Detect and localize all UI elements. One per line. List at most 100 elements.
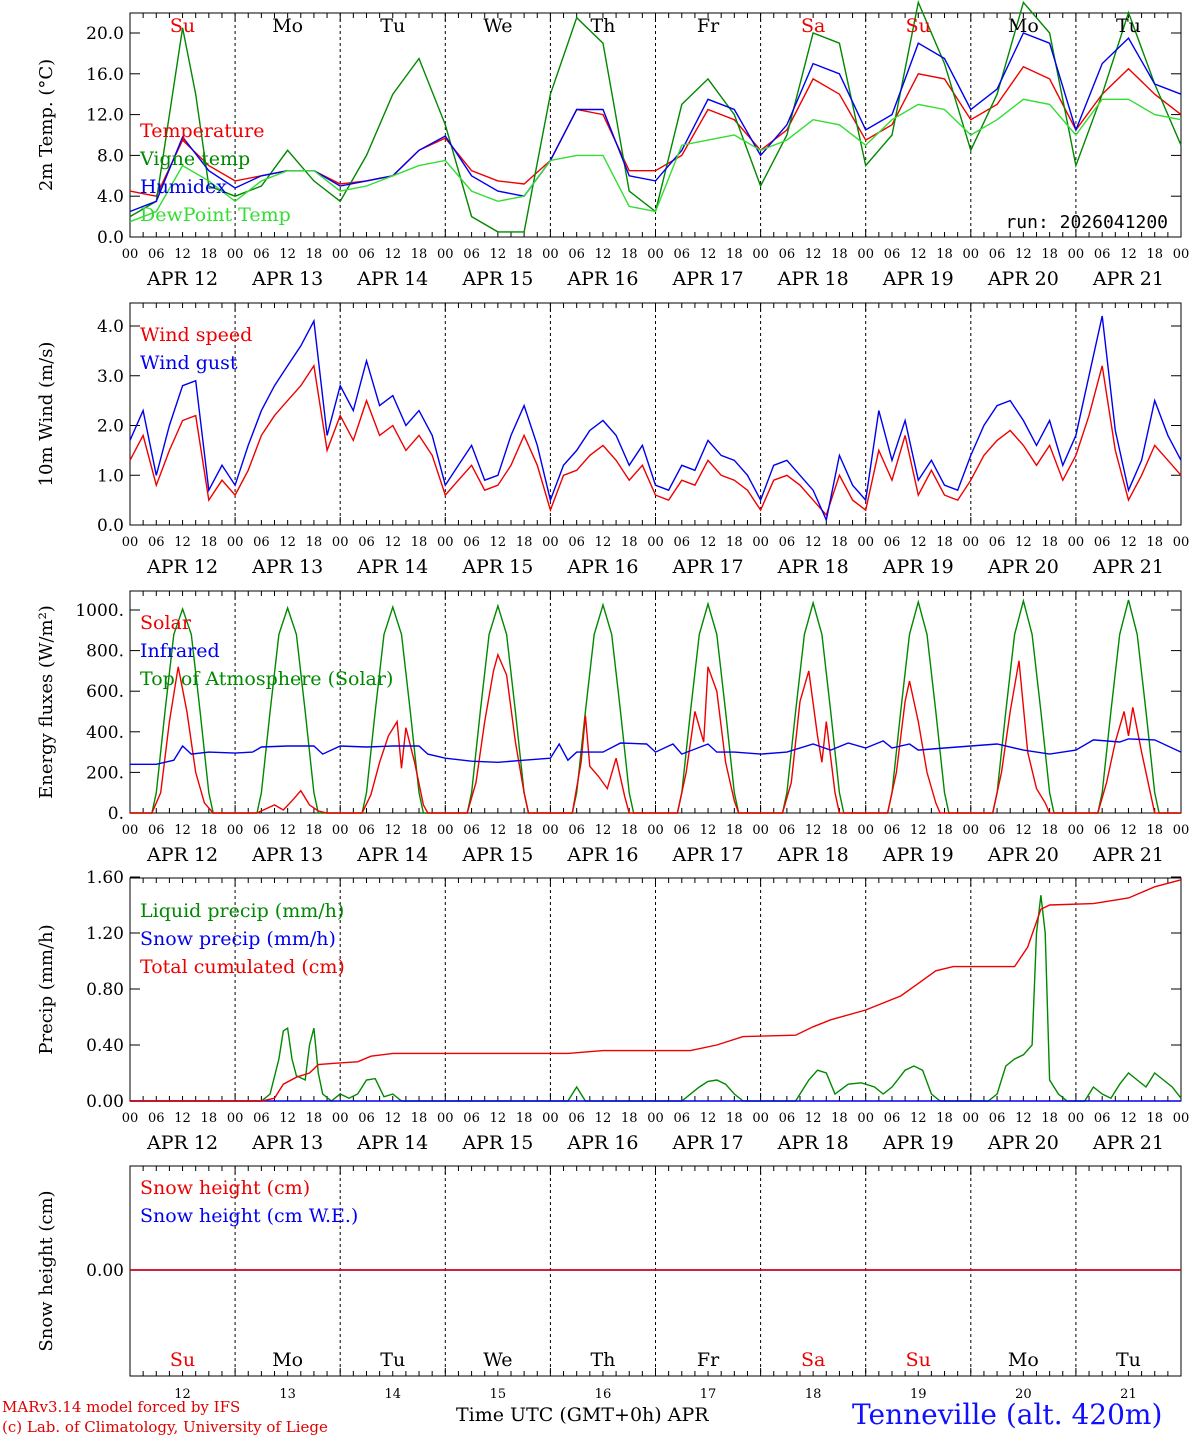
hour-tick-label: 00	[857, 535, 874, 550]
hour-tick-label: 00	[752, 823, 769, 838]
hour-tick-label: 00	[752, 1111, 769, 1126]
hour-tick-label: 18	[936, 247, 953, 262]
date-label: APR 14	[356, 268, 428, 290]
hour-tick-label: 18	[726, 1111, 743, 1126]
date-label: APR 16	[566, 844, 638, 866]
hour-tick-label: 12	[174, 823, 191, 838]
weekday-label: Su	[170, 1349, 195, 1371]
hour-tick-label: 06	[884, 247, 901, 262]
series-line-wind-speed	[129, 363, 1182, 517]
weekday-label: Mo	[1008, 1349, 1039, 1371]
day-number-label: 17	[700, 1387, 717, 1400]
legend-entry: Snow height (cm)	[140, 1177, 310, 1199]
model-credit: MARv3.14 model forced by IFS	[2, 1398, 241, 1416]
y-tick-label: 1.20	[86, 924, 124, 944]
date-label: APR 20	[987, 268, 1059, 290]
y-tick-label: 8.0	[97, 146, 124, 166]
y-tick-label: 0.	[108, 804, 124, 824]
hour-tick-label: 06	[674, 247, 691, 262]
date-label: APR 13	[251, 844, 323, 866]
station-name: Tenneville (alt. 420m)	[852, 1398, 1163, 1431]
hour-tick-label: 00	[122, 247, 139, 262]
date-label: APR 13	[251, 556, 323, 578]
hour-tick-label: 06	[568, 247, 585, 262]
y-axis-title: 2m Temp. (°C)	[36, 59, 57, 191]
hour-tick-label: 00	[122, 535, 139, 550]
hour-tick-label: 18	[411, 823, 428, 838]
day-number-label: 20	[1015, 1387, 1032, 1400]
weekday-label: Tu	[1116, 15, 1141, 37]
hour-tick-label: 18	[831, 823, 848, 838]
legend-entry: Wind gust	[140, 352, 238, 374]
hour-tick-label: 06	[148, 823, 165, 838]
meteogram: 0.0 4.0 8.0 12.0 16.0 20.0 2m Temp. (°C) Temper…	[36, 0, 1190, 1400]
hour-tick-label: 06	[148, 535, 165, 550]
hour-tick-label: 18	[201, 1111, 218, 1126]
hour-tick-label: 00	[1173, 247, 1190, 262]
hour-tick-label: 12	[595, 1111, 612, 1126]
hour-tick-label: 06	[358, 535, 375, 550]
day-number-label: 19	[910, 1387, 927, 1400]
hour-tick-label: 00	[542, 823, 559, 838]
hour-tick-label: 06	[1094, 247, 1111, 262]
y-tick-label: 0.00	[86, 1261, 124, 1281]
hour-tick-label: 12	[1120, 535, 1137, 550]
hour-tick-label: 12	[595, 247, 612, 262]
hour-tick-label: 12	[174, 247, 191, 262]
hour-tick-label: 06	[1094, 535, 1111, 550]
weekday-label: Th	[590, 1349, 615, 1371]
date-label: APR 16	[566, 1132, 638, 1154]
y-tick-label: 4.0	[97, 317, 124, 337]
day-number-label: 15	[490, 1387, 507, 1400]
y-tick-label: 600.	[86, 682, 124, 702]
hour-tick-label: 06	[674, 1111, 691, 1126]
hour-tick-label: 18	[726, 535, 743, 550]
hour-tick-label: 18	[306, 535, 323, 550]
y-tick-label: 0.80	[86, 980, 124, 1000]
hour-tick-label: 18	[621, 535, 638, 550]
hour-tick-label: 00	[437, 823, 454, 838]
hour-tick-label: 12	[490, 247, 507, 262]
date-label: APR 17	[672, 556, 744, 578]
weekday-label: Su	[906, 15, 931, 37]
hour-tick-label: 00	[542, 247, 559, 262]
hour-tick-label: 06	[989, 823, 1006, 838]
hour-tick-label: 06	[463, 247, 480, 262]
date-label: APR 20	[987, 844, 1059, 866]
date-label: APR 16	[566, 556, 638, 578]
hour-tick-label: 06	[884, 535, 901, 550]
hour-tick-label: 06	[358, 823, 375, 838]
y-axis-title: Energy fluxes (W/m²)	[36, 605, 57, 799]
hour-tick-label: 12	[279, 823, 296, 838]
hour-tick-label: 06	[358, 1111, 375, 1126]
date-label: APR 21	[1092, 844, 1164, 866]
hour-tick-label: 00	[542, 535, 559, 550]
hour-tick-label: 12	[174, 535, 191, 550]
hour-tick-label: 12	[384, 247, 401, 262]
y-tick-label: 4.0	[97, 187, 124, 207]
legend-entry: Snow precip (mm/h)	[140, 928, 336, 950]
hour-tick-label: 00	[963, 535, 980, 550]
hour-tick-label: 12	[805, 535, 822, 550]
hour-tick-label: 06	[884, 823, 901, 838]
hour-tick-label: 00	[963, 247, 980, 262]
hour-tick-label: 00	[332, 823, 349, 838]
hour-tick-label: 06	[148, 1111, 165, 1126]
y-tick-label: 400.	[86, 723, 124, 743]
hour-tick-label: 00	[857, 823, 874, 838]
y-tick-label: 800.	[86, 642, 124, 662]
date-label: APR 12	[146, 844, 218, 866]
date-label: APR 19	[882, 1132, 954, 1154]
legend-entry: Top of Atmosphere (Solar)	[140, 668, 393, 690]
hour-tick-label: 18	[306, 247, 323, 262]
hour-tick-label: 00	[227, 535, 244, 550]
hour-tick-label: 18	[1041, 823, 1058, 838]
date-label: APR 15	[461, 268, 533, 290]
hour-tick-label: 06	[989, 535, 1006, 550]
y-axis-title: Precip (mm/h)	[36, 924, 57, 1054]
hour-tick-label: 12	[1015, 1111, 1032, 1126]
hour-tick-label: 12	[910, 247, 927, 262]
hour-tick-label: 18	[306, 823, 323, 838]
y-tick-label: 20.0	[86, 24, 124, 44]
hour-tick-label: 00	[647, 247, 664, 262]
